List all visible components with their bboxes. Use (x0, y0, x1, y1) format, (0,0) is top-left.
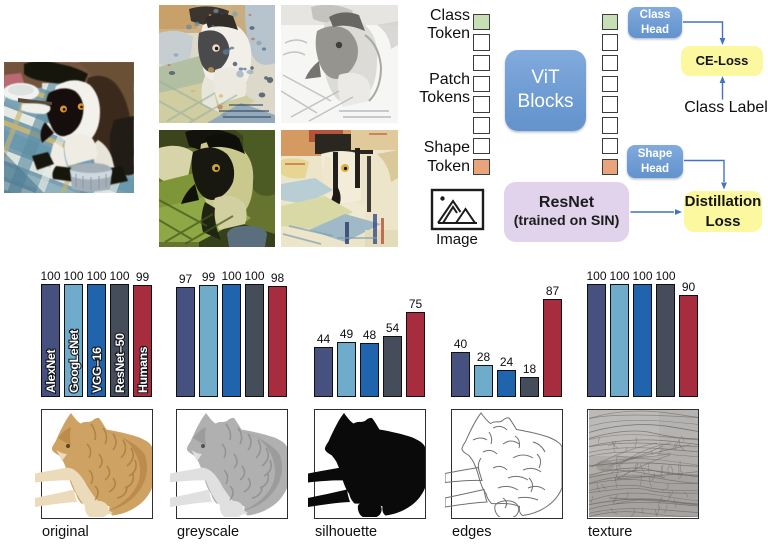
svg-text:ResNet–50: ResNet–50 (113, 333, 127, 393)
svg-text:Humans: Humans (136, 346, 150, 393)
svg-text:VGG–16: VGG–16 (90, 347, 104, 393)
svg-text:GoogLeNet: GoogLeNet (67, 330, 81, 393)
svg-text:AlexNet: AlexNet (44, 349, 58, 393)
